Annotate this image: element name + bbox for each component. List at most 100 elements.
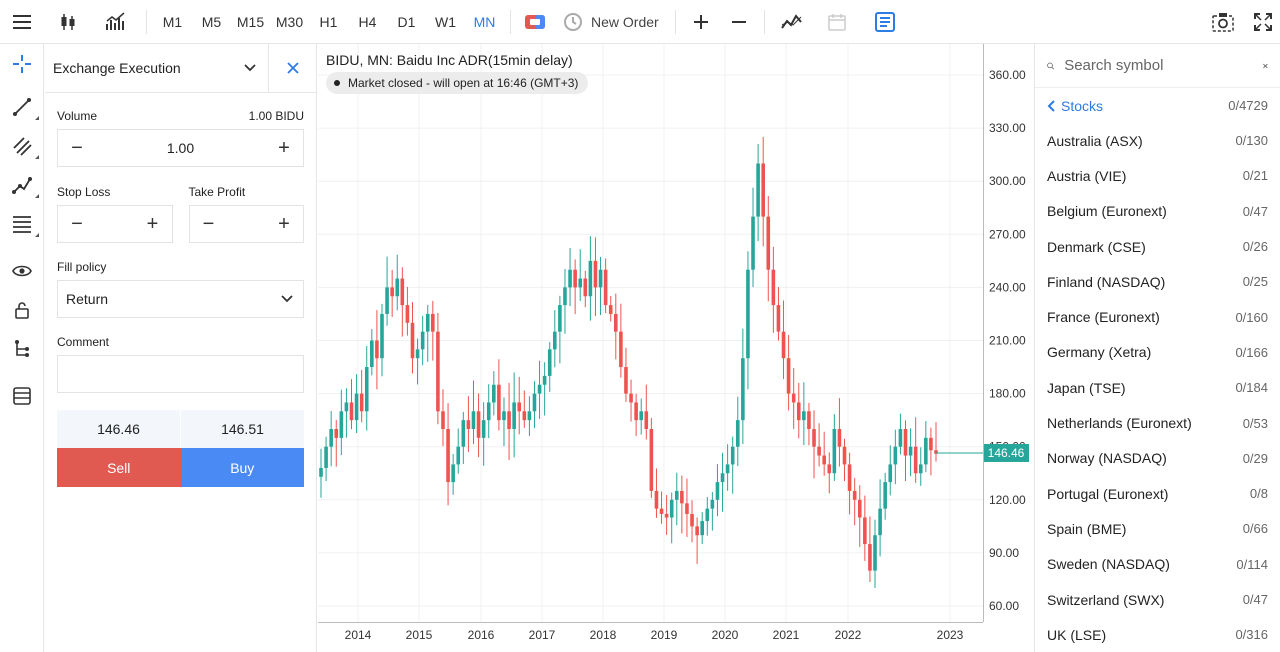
timeframe-d1[interactable]: D1 bbox=[397, 13, 416, 30]
timeframe-w1[interactable]: W1 bbox=[435, 13, 456, 30]
y-tick-label: 360.00 bbox=[989, 68, 1026, 82]
candle-body bbox=[913, 446, 918, 474]
timeframe-mn[interactable]: MN bbox=[473, 13, 496, 30]
list-item[interactable]: Portugal (Euronext) 0/8 bbox=[1035, 476, 1280, 511]
candle-body bbox=[908, 446, 913, 456]
bid-price: 146.46 bbox=[57, 410, 180, 448]
timeframe-m15[interactable]: M15 bbox=[236, 13, 265, 30]
candle-body bbox=[329, 429, 333, 447]
one-click-trading-icon[interactable] bbox=[517, 0, 553, 44]
candle-body bbox=[547, 349, 552, 376]
close-icon[interactable] bbox=[1263, 60, 1268, 72]
volume-increase-button[interactable]: + bbox=[278, 136, 290, 159]
sell-button[interactable]: Sell bbox=[57, 448, 181, 487]
timeframe-h1[interactable]: H1 bbox=[319, 13, 338, 30]
candle-body bbox=[359, 393, 364, 412]
channel-icon[interactable] bbox=[0, 126, 43, 165]
list-item[interactable]: Finland (NASDAQ) 0/25 bbox=[1035, 264, 1280, 299]
candle-body bbox=[624, 367, 628, 394]
symbol-group-name: France (Euronext) bbox=[1047, 309, 1160, 326]
zoom-out-icon[interactable] bbox=[720, 0, 758, 44]
list-item[interactable]: Australia (ASX) 0/130 bbox=[1035, 123, 1280, 158]
toolbar-divider bbox=[674, 9, 676, 34]
candlestick-chart[interactable]: 60.0090.00120.00150.00180.00210.00240.00… bbox=[318, 44, 1033, 652]
back-to-categories-link[interactable]: Stocks bbox=[1047, 98, 1103, 114]
list-item[interactable]: Switzerland (SWX) 0/47 bbox=[1035, 582, 1280, 617]
zoom-in-icon[interactable] bbox=[682, 0, 720, 44]
list-item[interactable]: Norway (NASDAQ) 0/29 bbox=[1035, 441, 1280, 476]
category-name: Stocks bbox=[1061, 97, 1104, 114]
trade-panel-icon[interactable] bbox=[861, 0, 909, 44]
close-icon[interactable] bbox=[269, 44, 316, 93]
indicators-icon[interactable] bbox=[92, 0, 140, 44]
candle-body bbox=[420, 331, 425, 350]
symbol-group-count: 0/130 bbox=[1235, 133, 1268, 149]
trend-line-icon[interactable] bbox=[0, 87, 43, 126]
stop-loss-decrease-button[interactable]: − bbox=[71, 212, 83, 235]
polyline-icon[interactable] bbox=[0, 165, 43, 204]
fill-policy-select[interactable]: Return bbox=[57, 280, 304, 318]
list-item[interactable]: Austria (VIE) 0/21 bbox=[1035, 158, 1280, 193]
candles-chart-type-icon[interactable] bbox=[44, 0, 92, 44]
candle-body bbox=[364, 367, 369, 412]
menu-icon[interactable] bbox=[0, 0, 44, 44]
comment-label: Comment bbox=[57, 335, 110, 349]
fullscreen-icon[interactable] bbox=[1246, 0, 1280, 44]
search-icon bbox=[1047, 62, 1055, 69]
x-tick-label: 2014 bbox=[345, 628, 372, 642]
list-item[interactable]: Germany (Xetra) 0/166 bbox=[1035, 335, 1280, 370]
stack-layers-icon[interactable] bbox=[0, 376, 43, 415]
list-item[interactable]: Spain (BME) 0/66 bbox=[1035, 511, 1280, 546]
lock-icon[interactable] bbox=[0, 290, 43, 329]
timeframe-m1[interactable]: M1 bbox=[162, 13, 183, 30]
symbol-group-list: Australia (ASX) 0/130 Austria (VIE) 0/21 Bel… bbox=[1035, 123, 1280, 652]
timeframe-m30[interactable]: M30 bbox=[275, 13, 304, 30]
list-item[interactable]: Japan (TSE) 0/184 bbox=[1035, 370, 1280, 405]
candle-body bbox=[690, 513, 694, 527]
crosshair-icon[interactable] bbox=[0, 44, 43, 83]
stop-loss-increase-button[interactable]: + bbox=[146, 212, 159, 235]
volume-decrease-button[interactable]: − bbox=[71, 136, 83, 159]
list-item[interactable]: Belgium (Euronext) 0/47 bbox=[1035, 194, 1280, 229]
list-item[interactable]: Netherlands (Euronext) 0/53 bbox=[1035, 405, 1280, 440]
candle-body bbox=[776, 305, 781, 332]
take-profit-stepper[interactable]: − + bbox=[188, 205, 304, 243]
volume-input[interactable]: 1.00 bbox=[166, 140, 195, 156]
execution-type-select[interactable]: Exchange Execution bbox=[45, 43, 269, 93]
candle-body bbox=[832, 429, 837, 474]
timeframe-h4[interactable]: H4 bbox=[358, 13, 377, 30]
take-profit-increase-button[interactable]: + bbox=[278, 212, 290, 235]
stop-loss-stepper[interactable]: − + bbox=[57, 205, 173, 243]
buy-button[interactable]: Buy bbox=[180, 448, 304, 487]
take-profit-decrease-button[interactable]: − bbox=[202, 212, 215, 235]
list-item[interactable]: France (Euronext) 0/160 bbox=[1035, 299, 1280, 334]
eye-icon[interactable] bbox=[0, 251, 43, 290]
list-item[interactable]: Sweden (NASDAQ) 0/114 bbox=[1035, 547, 1280, 582]
fibonacci-icon[interactable] bbox=[0, 204, 43, 243]
candle-body bbox=[598, 269, 603, 288]
candle-body bbox=[385, 287, 389, 314]
timeframe-m5[interactable]: M5 bbox=[201, 13, 222, 30]
symbol-group-count: 0/184 bbox=[1235, 380, 1268, 396]
object-tree-icon[interactable] bbox=[0, 329, 43, 368]
list-item[interactable]: Denmark (CSE) 0/26 bbox=[1035, 229, 1280, 264]
new-order-button[interactable]: New Order bbox=[553, 0, 669, 44]
candle-body bbox=[725, 464, 730, 474]
candle-body bbox=[639, 411, 644, 421]
candle-body bbox=[898, 429, 903, 447]
line-chart-icon[interactable] bbox=[771, 0, 813, 44]
screenshot-icon[interactable] bbox=[1200, 0, 1246, 44]
candle-body bbox=[481, 420, 486, 438]
x-tick-label: 2020 bbox=[712, 628, 739, 642]
symbol-group-name: Netherlands (Euronext) bbox=[1047, 415, 1192, 432]
symbol-group-count: 0/47 bbox=[1242, 592, 1268, 607]
candle-body bbox=[603, 269, 608, 306]
comment-input[interactable] bbox=[57, 355, 304, 393]
list-item[interactable]: UK (LSE) 0/316 bbox=[1035, 617, 1280, 652]
candle-body bbox=[553, 331, 557, 350]
candle-body bbox=[619, 331, 623, 368]
symbol-search-input[interactable] bbox=[1064, 57, 1264, 74]
candle-body bbox=[822, 455, 826, 465]
symbol-group-count: 0/21 bbox=[1242, 168, 1268, 184]
price-chart[interactable]: 60.0090.00120.00150.00180.00210.00240.00… bbox=[318, 44, 1033, 652]
